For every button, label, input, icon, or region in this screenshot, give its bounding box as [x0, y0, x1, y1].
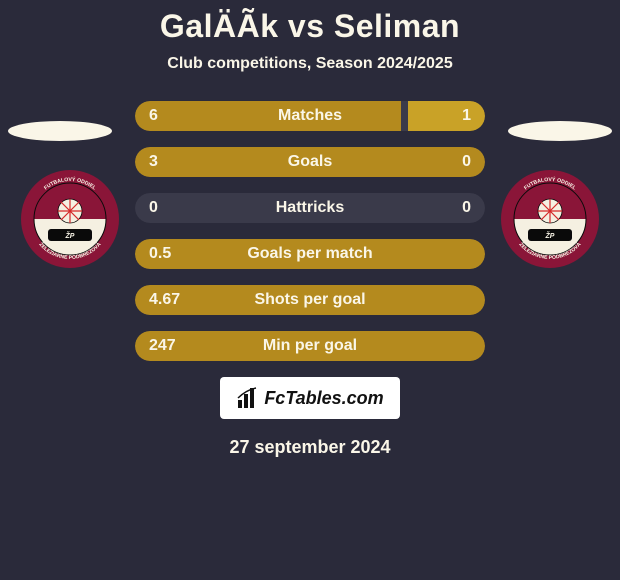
fctables-link[interactable]: FcTables.com — [220, 377, 400, 419]
stat-row: 3Goals0 — [135, 147, 485, 177]
stat-label: Hattricks — [135, 193, 485, 223]
stat-label: Matches — [135, 101, 485, 131]
comparison-card: GalÄÃ­k vs Seliman Club competitions, Se… — [0, 0, 620, 458]
side-marker-right — [508, 119, 612, 143]
club-badge-right: ŽP FUTBALOVÝ ODDIEL ŽELEZIARNE PODBREZOV… — [500, 169, 600, 269]
svg-text:ŽP: ŽP — [545, 231, 555, 240]
stats-area: ŽP FUTBALOVÝ ODDIEL ŽELEZIARNE PODBREZOV… — [0, 101, 620, 458]
svg-text:ŽP: ŽP — [65, 231, 75, 240]
side-marker-left — [8, 119, 112, 143]
stat-row: 247Min per goal — [135, 331, 485, 361]
stat-label: Goals — [135, 147, 485, 177]
stat-row: 0.5Goals per match — [135, 239, 485, 269]
bars-icon — [236, 386, 260, 410]
stat-value-right: 0 — [462, 147, 471, 177]
subtitle: Club competitions, Season 2024/2025 — [0, 55, 620, 73]
stat-row: 6Matches1 — [135, 101, 485, 131]
fctables-label: FcTables.com — [264, 388, 383, 409]
stat-row: 4.67Shots per goal — [135, 285, 485, 315]
stat-value-right: 1 — [462, 101, 471, 131]
stat-row: 0Hattricks0 — [135, 193, 485, 223]
stat-label: Min per goal — [135, 331, 485, 361]
stat-label: Shots per goal — [135, 285, 485, 315]
stat-label: Goals per match — [135, 239, 485, 269]
date-label: 27 september 2024 — [0, 437, 620, 458]
stat-rows: 6Matches13Goals00Hattricks00.5Goals per … — [135, 101, 485, 361]
stat-value-right: 0 — [462, 193, 471, 223]
page-title: GalÄÃ­k vs Seliman — [0, 8, 620, 45]
club-badge-left: ŽP FUTBALOVÝ ODDIEL ŽELEZIARNE PODBREZOV… — [20, 169, 120, 269]
